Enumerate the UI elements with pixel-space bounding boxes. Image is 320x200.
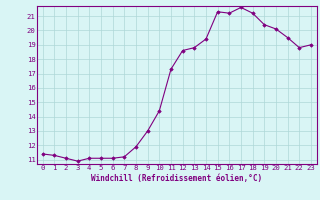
X-axis label: Windchill (Refroidissement éolien,°C): Windchill (Refroidissement éolien,°C) [91,174,262,183]
